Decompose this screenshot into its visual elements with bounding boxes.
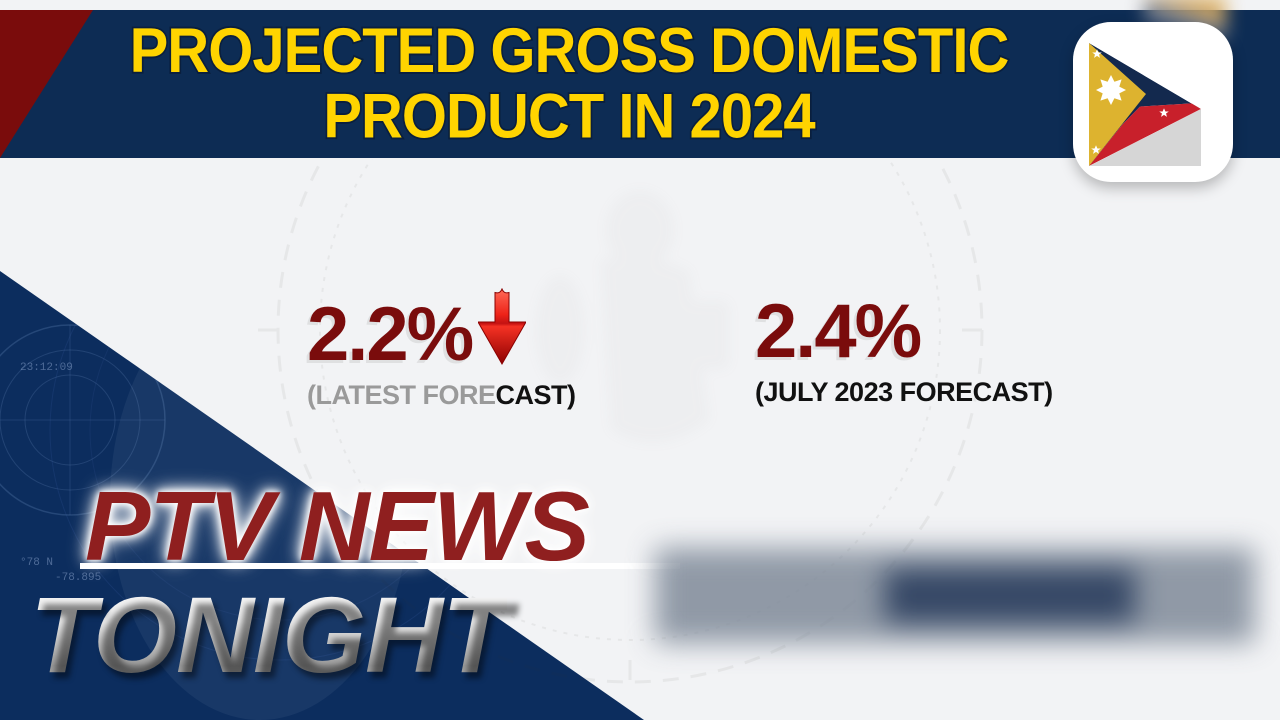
svg-text:23:12:09: 23:12:09 xyxy=(20,362,73,374)
svg-text:°78 N: °78 N xyxy=(20,557,53,569)
